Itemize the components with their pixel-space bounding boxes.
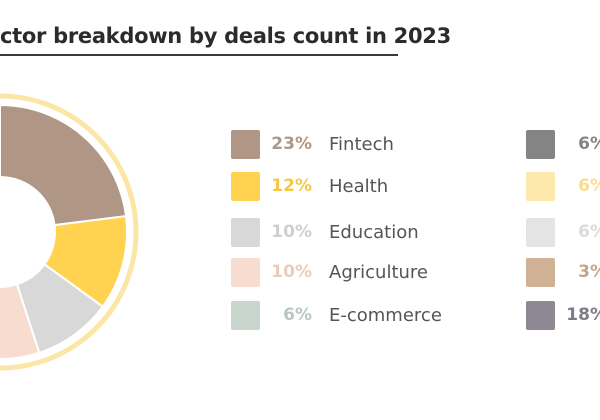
legend-swatch [526,257,555,287]
donut-hole [0,177,55,287]
legend-item: 6% [526,129,600,159]
legend-item: 12% Health [231,171,389,201]
legend-item: 6% [526,217,600,247]
legend-item: 6% E-commerce [231,300,442,330]
legend-percent: 6% [578,134,600,154]
legend-percent: 18% [566,305,600,325]
legend-item: 18% [526,300,600,330]
legend-item: 6% [526,171,600,201]
legend-item: 3% [526,257,600,287]
donut-outer-ring [0,93,139,371]
legend-label: Education [329,221,419,243]
legend-percent: 3% [578,262,600,282]
legend-swatch [231,257,260,287]
legend-percent: 6% [578,222,600,242]
legend-label: Agriculture [329,261,428,283]
legend-swatch [526,171,555,201]
legend-percent: 12% [271,176,312,196]
legend-swatch [231,129,260,159]
legend-percent: 10% [271,222,312,242]
legend-swatch [526,300,555,330]
legend-label: Health [329,175,389,197]
legend-item: 23% Fintech [231,129,394,159]
legend-percent: 23% [271,134,312,154]
legend-item: 10% Education [231,217,419,247]
legend-swatch [526,217,555,247]
legend-swatch [231,217,260,247]
legend-label: Fintech [329,133,394,155]
legend-percent: 6% [283,305,312,325]
legend-percent: 6% [578,176,600,196]
legend-percent: 10% [271,262,312,282]
legend-swatch [231,171,260,201]
legend-item: 10% Agriculture [231,257,428,287]
legend-swatch [231,300,260,330]
chart-title: ctor breakdown by deals count in 2023 [0,24,451,48]
title-underline [0,54,398,56]
legend-label: E-commerce [329,304,442,326]
legend-swatch [526,129,555,159]
